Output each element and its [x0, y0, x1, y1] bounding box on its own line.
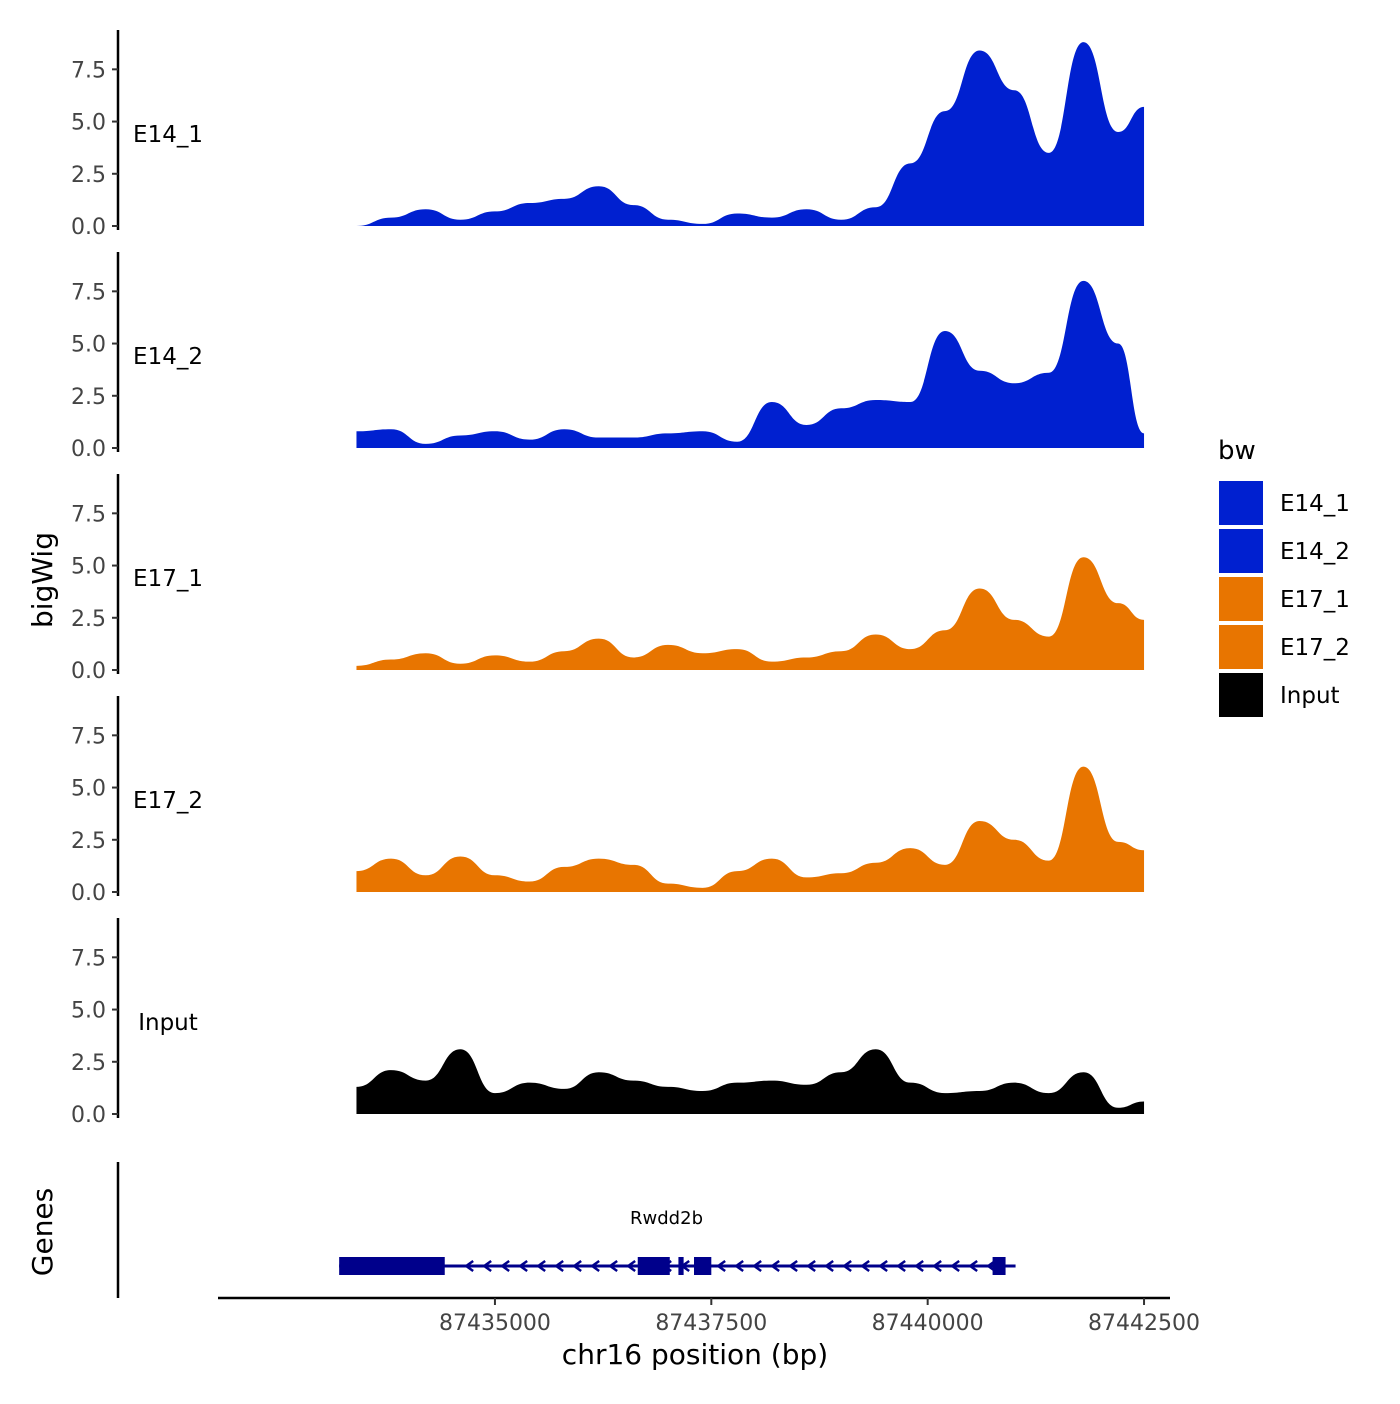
y-tick-label: 5.0: [71, 777, 106, 802]
y-tick-label: 5.0: [71, 555, 106, 580]
track-panel-E14_1: 0.0 2.5 5.0 7.5 E14_1: [71, 30, 1145, 240]
y-axis-title: bigWig: [26, 532, 59, 628]
signal-area-Input: [356, 1049, 1145, 1114]
y-tick-label: 5.0: [71, 999, 106, 1024]
y-tick-label: 2.5: [71, 829, 106, 854]
legend-label: E17_2: [1280, 635, 1350, 661]
strand-arrow: [716, 1259, 726, 1273]
legend-swatch-E17_1: [1217, 575, 1265, 623]
strand-arrow: [770, 1259, 780, 1273]
strand-arrow: [608, 1259, 618, 1273]
signal-area-E14_2: [356, 280, 1145, 448]
strand-arrow: [896, 1259, 906, 1273]
strand-arrow: [518, 1259, 528, 1273]
track-panels: 0.0 2.5 5.0 7.5 E14_1 0.0 2.5 5.0 7.5 E14_2 0.0 2.5…: [71, 30, 1145, 1128]
strand-arrow: [860, 1259, 870, 1273]
legend-label: E14_2: [1280, 539, 1350, 565]
gene-track: Rwdd2b: [116, 1162, 1016, 1298]
x-tick-label: 87437500: [655, 1311, 767, 1336]
gene-exon: [678, 1257, 684, 1275]
y-tick-label: 2.5: [71, 163, 106, 188]
gene-exon: [694, 1257, 712, 1275]
gene-name-label: Rwdd2b: [630, 1208, 703, 1229]
track-label: E17_1: [133, 566, 203, 592]
y-tick-label: 2.5: [71, 607, 106, 632]
gene-exon: [992, 1257, 1006, 1275]
y-tick-label: 0.0: [71, 1103, 106, 1128]
strand-arrow: [626, 1259, 636, 1273]
strand-arrow: [950, 1259, 960, 1273]
gene-track-axis-title: Genes: [26, 1188, 59, 1276]
legend-label: E17_1: [1280, 587, 1350, 613]
legend-swatch-E14_1: [1217, 479, 1265, 527]
y-tick-label: 7.5: [71, 724, 106, 749]
legend-label: Input: [1280, 683, 1340, 709]
strand-arrow: [932, 1259, 942, 1273]
strand-arrow: [752, 1259, 762, 1273]
y-tick-label: 7.5: [71, 946, 106, 971]
y-tick-label: 0.0: [71, 437, 106, 462]
legend-label: E14_1: [1280, 491, 1350, 517]
y-tick-label: 7.5: [71, 280, 106, 305]
track-label: E14_2: [133, 344, 203, 370]
y-tick-label: 0.0: [71, 215, 106, 240]
legend-swatch-Input: [1217, 671, 1265, 719]
track-panel-E17_2: 0.0 2.5 5.0 7.5 E17_2: [71, 696, 1145, 906]
x-axis: 87435000 87437500 87440000 87442500: [218, 1296, 1200, 1336]
legend-swatch-E14_2: [1217, 527, 1265, 575]
legend: E14_1 E14_2 E17_1 E17_2 Input: [1217, 479, 1350, 719]
y-tick-label: 5.0: [71, 111, 106, 136]
y-tick-label: 0.0: [71, 659, 106, 684]
gene-exon: [637, 1257, 670, 1275]
strand-arrow: [734, 1259, 744, 1273]
signal-area-E17_1: [356, 557, 1145, 670]
strand-arrow: [590, 1259, 600, 1273]
track-panel-E14_2: 0.0 2.5 5.0 7.5 E14_2: [71, 252, 1145, 462]
strand-arrow: [482, 1259, 492, 1273]
x-tick-label: 87440000: [872, 1311, 984, 1336]
strand-arrow: [806, 1259, 816, 1273]
track-label: Input: [138, 1010, 198, 1036]
strand-arrow: [878, 1259, 888, 1273]
strand-arrow: [914, 1259, 924, 1273]
legend-swatch-E17_2: [1217, 623, 1265, 671]
y-tick-label: 7.5: [71, 502, 106, 527]
track-label: E14_1: [133, 122, 203, 148]
x-tick-label: 87435000: [439, 1311, 551, 1336]
y-tick-label: 7.5: [71, 58, 106, 83]
y-tick-label: 2.5: [71, 1051, 106, 1076]
strand-arrow: [572, 1259, 582, 1273]
strand-arrow: [788, 1259, 798, 1273]
track-panel-E17_1: 0.0 2.5 5.0 7.5 E17_1: [71, 474, 1145, 684]
legend-title: bw: [1218, 436, 1256, 466]
track-panel-Input: 0.0 2.5 5.0 7.5 Input: [71, 918, 1145, 1128]
strand-arrow: [842, 1259, 852, 1273]
track-label: E17_2: [133, 788, 203, 814]
signal-area-E14_1: [356, 42, 1145, 226]
y-tick-label: 2.5: [71, 385, 106, 410]
strand-arrow: [500, 1259, 510, 1273]
strand-arrow: [464, 1259, 474, 1273]
y-tick-label: 0.0: [71, 881, 106, 906]
signal-area-E17_2: [356, 766, 1145, 892]
strand-arrow: [554, 1259, 564, 1273]
x-tick-label: 87442500: [1088, 1311, 1200, 1336]
strand-arrow: [824, 1259, 834, 1273]
x-axis-title: chr16 position (bp): [562, 1338, 828, 1371]
gene-exon: [339, 1257, 445, 1275]
strand-arrow: [968, 1259, 978, 1273]
y-tick-label: 5.0: [71, 333, 106, 358]
strand-arrow: [536, 1259, 546, 1273]
